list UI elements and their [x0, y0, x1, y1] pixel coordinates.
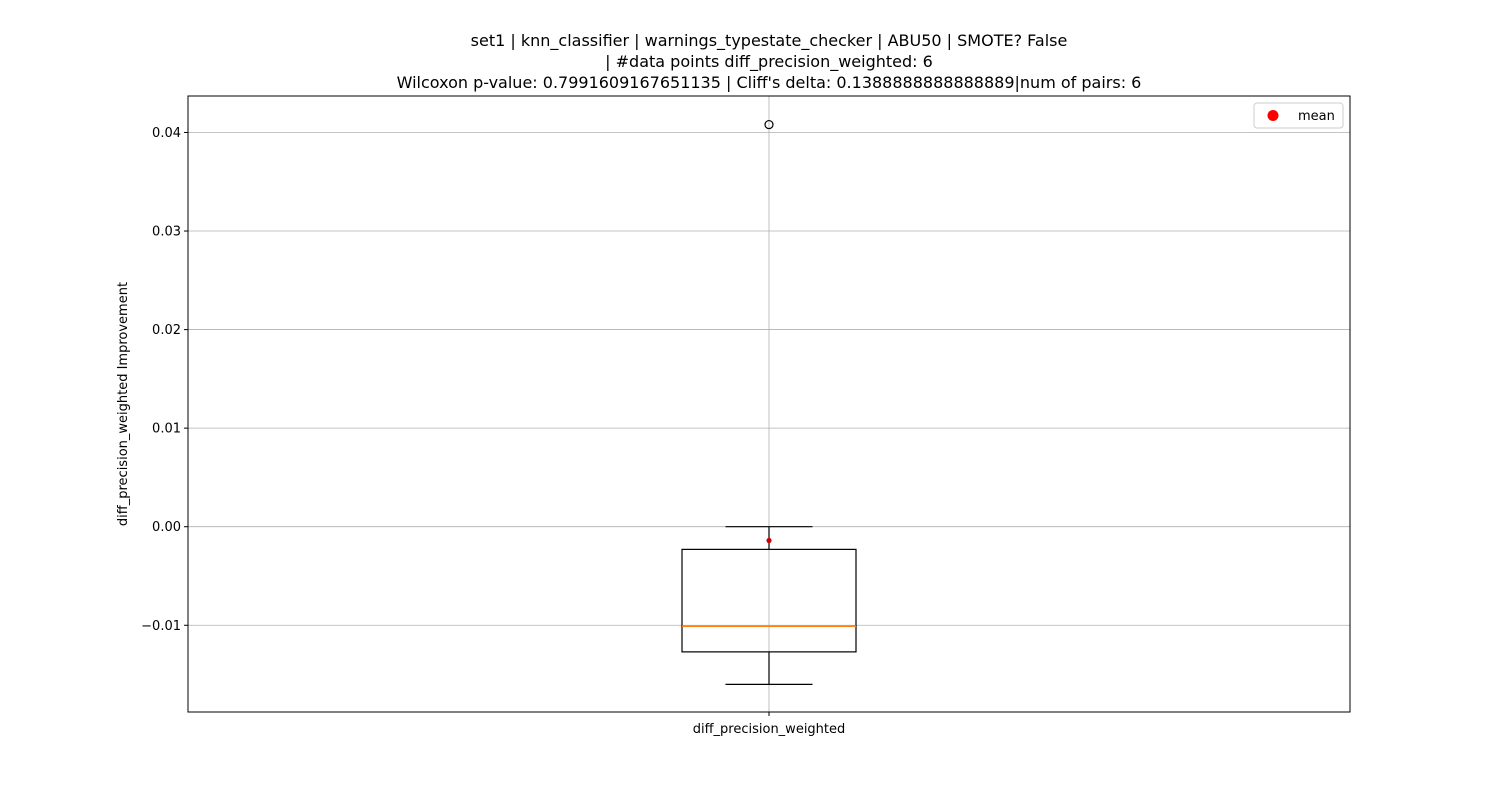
y-tick-label: 0.00 — [152, 520, 181, 535]
axis-ticks: −0.01 0.00 0.01 0.02 0.03 0.04 diff_precision_… — [141, 126, 845, 737]
legend-frame — [1253, 102, 1344, 129]
outlier-point — [764, 119, 774, 130]
y-axis-label: diff_precision_weighted Improvement — [116, 282, 131, 526]
y-tick-label: 0.02 — [152, 323, 181, 338]
legend-mean-marker — [1267, 110, 1279, 121]
y-tick-label: 0.03 — [152, 225, 181, 240]
plot-area: −0.01 0.00 0.01 0.02 0.03 0.04 diff_precision_… — [141, 95, 1351, 737]
y-tick-label: 0.01 — [152, 422, 181, 437]
legend-mean-label: mean — [1298, 109, 1335, 124]
mean-marker — [766, 537, 772, 544]
chart-title-line-3: Wilcoxon p-value: 0.7991609167651135 | C… — [397, 73, 1142, 92]
x-tick-label: diff_precision_weighted — [693, 722, 846, 737]
data-marks — [681, 119, 857, 686]
chart-title-line-2: | #data points diff_precision_weighted: … — [605, 52, 933, 72]
iqr-box — [681, 548, 857, 653]
chart-title-line-1: set1 | knn_classifier | warnings_typesta… — [471, 31, 1068, 51]
y-tick-label: −0.01 — [141, 619, 181, 634]
legend: mean — [1253, 102, 1344, 129]
y-tick-label: 0.04 — [152, 126, 181, 141]
